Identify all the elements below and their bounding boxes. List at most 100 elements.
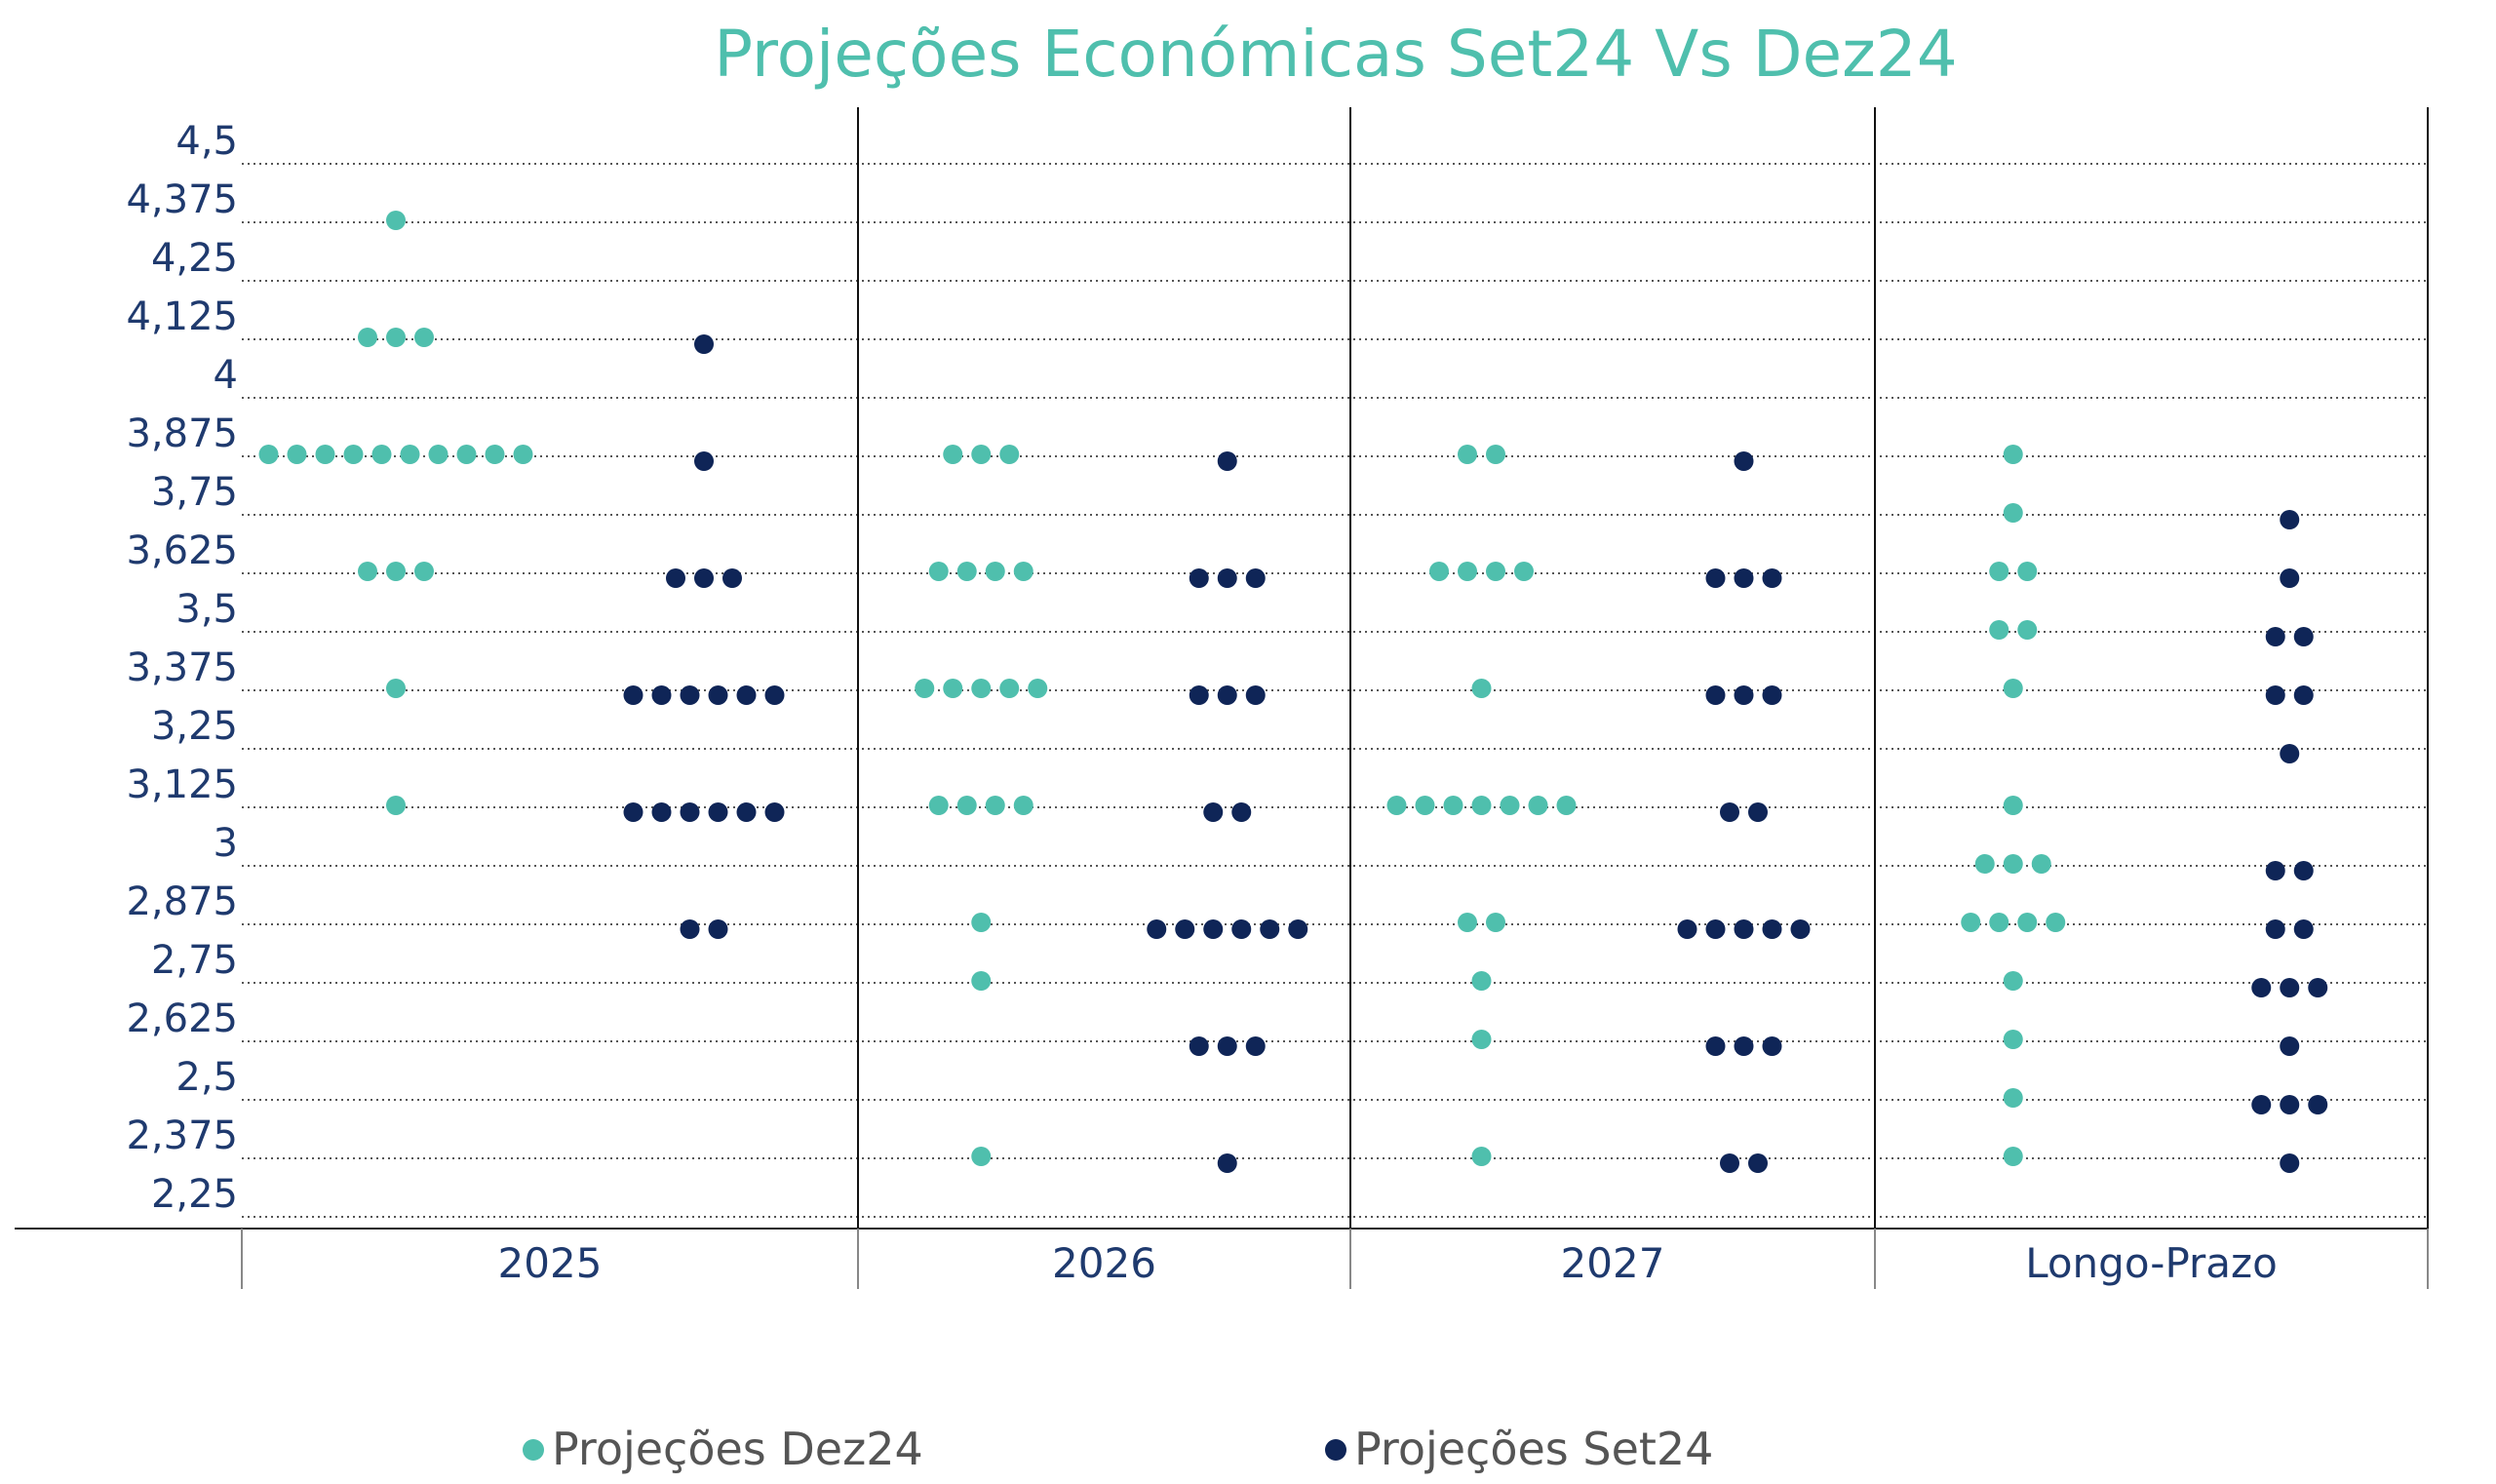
data-point: [456, 445, 477, 464]
data-point: [1748, 802, 1768, 822]
data-point: [2003, 971, 2023, 991]
data-point: [1974, 854, 1995, 874]
data-point: [343, 445, 364, 464]
data-point: [956, 796, 977, 815]
data-point: [928, 562, 949, 581]
data-point: [2003, 796, 2023, 815]
data-point: [764, 802, 785, 822]
x-tick-label: 2027: [1561, 1239, 1665, 1287]
data-point: [1231, 919, 1252, 939]
data-point: [1288, 919, 1308, 939]
data-point: [2251, 1095, 2272, 1114]
data-point: [2280, 568, 2300, 588]
y-axis-ticks: 4,5 4,375 4,25 4,125 4 3,875 3,75 3,625 3,5 3,375…: [126, 119, 238, 1217]
data-point: [1217, 568, 1237, 588]
data-point: [1762, 1036, 1782, 1056]
legend-swatch-set24: [1325, 1439, 1346, 1461]
y-tick-label: 3,5: [176, 587, 238, 632]
data-point: [1245, 568, 1266, 588]
data-point: [1203, 802, 1224, 822]
data-point: [1705, 919, 1726, 939]
data-point: [1231, 802, 1252, 822]
data-point: [1734, 685, 1754, 705]
data-point: [386, 328, 406, 347]
data-point: [1429, 562, 1449, 581]
data-point: [1471, 1030, 1492, 1049]
data-point: [1989, 620, 2009, 640]
y-tick-label: 2,375: [126, 1113, 238, 1158]
data-points: [258, 211, 2328, 1173]
y-tick-label: 2,5: [176, 1055, 238, 1100]
data-point: [1556, 796, 1577, 815]
data-point: [1705, 1036, 1726, 1056]
y-tick-label: 4: [214, 353, 238, 398]
data-point: [2265, 861, 2285, 880]
y-tick-label: 4,25: [151, 236, 238, 281]
data-point: [1458, 562, 1477, 581]
y-tick-label: 2,875: [126, 879, 238, 924]
data-point: [1245, 1036, 1266, 1056]
data-point: [386, 679, 406, 698]
data-point: [2280, 1095, 2300, 1114]
data-point: [928, 796, 949, 815]
legend-label-dez24: Projeções Dez24: [552, 1423, 923, 1475]
data-point: [694, 334, 714, 354]
data-point: [1961, 913, 1981, 932]
data-point: [2280, 510, 2300, 529]
data-point: [1217, 1036, 1237, 1056]
data-point: [1217, 1153, 1237, 1173]
data-point: [1677, 919, 1697, 939]
data-point: [2003, 854, 2023, 874]
data-point: [2003, 445, 2023, 464]
data-point: [1734, 1036, 1754, 1056]
data-point: [956, 562, 977, 581]
data-point: [1486, 562, 1505, 581]
x-tick-label: 2025: [498, 1239, 603, 1287]
data-point: [971, 445, 992, 464]
data-point: [414, 328, 434, 347]
data-point: [971, 679, 992, 698]
data-point: [680, 919, 700, 939]
y-tick-label: 3,25: [151, 704, 238, 749]
data-point: [915, 679, 935, 698]
data-point: [386, 796, 406, 815]
data-point: [1528, 796, 1548, 815]
data-point: [1189, 685, 1209, 705]
data-point: [1790, 919, 1811, 939]
data-point: [708, 919, 728, 939]
data-point: [1734, 919, 1754, 939]
data-point: [2293, 919, 2314, 939]
data-point: [2265, 627, 2285, 646]
data-point: [2293, 685, 2314, 705]
y-tick-label: 4,5: [176, 119, 238, 164]
legend: Projeções Dez24 Projeções Set24: [523, 1423, 1713, 1475]
data-point: [1245, 685, 1266, 705]
y-tick-label: 3,375: [126, 645, 238, 690]
data-point: [1471, 1147, 1492, 1166]
data-point: [943, 445, 963, 464]
y-tick-label: 2,625: [126, 996, 238, 1041]
axes: [15, 107, 2429, 1289]
data-point: [971, 971, 992, 991]
data-point: [1175, 919, 1195, 939]
data-point: [1386, 796, 1407, 815]
data-point: [1415, 796, 1435, 815]
data-point: [2280, 1153, 2300, 1173]
data-point: [1720, 1153, 1739, 1173]
data-point: [358, 328, 377, 347]
data-point: [651, 685, 672, 705]
data-point: [1471, 796, 1492, 815]
data-point: [1705, 568, 1726, 588]
chart-title: Projeções Económicas Set24 Vs Dez24: [714, 17, 1958, 92]
grid: [242, 163, 2428, 1218]
data-point: [2293, 861, 2314, 880]
data-point: [1028, 679, 1048, 698]
data-point: [680, 685, 700, 705]
data-point: [1260, 919, 1280, 939]
y-tick-label: 2,25: [151, 1172, 238, 1217]
x-tick-label: 2026: [1052, 1239, 1156, 1287]
data-point: [2280, 744, 2300, 763]
data-point: [971, 913, 992, 932]
data-point: [1147, 919, 1167, 939]
